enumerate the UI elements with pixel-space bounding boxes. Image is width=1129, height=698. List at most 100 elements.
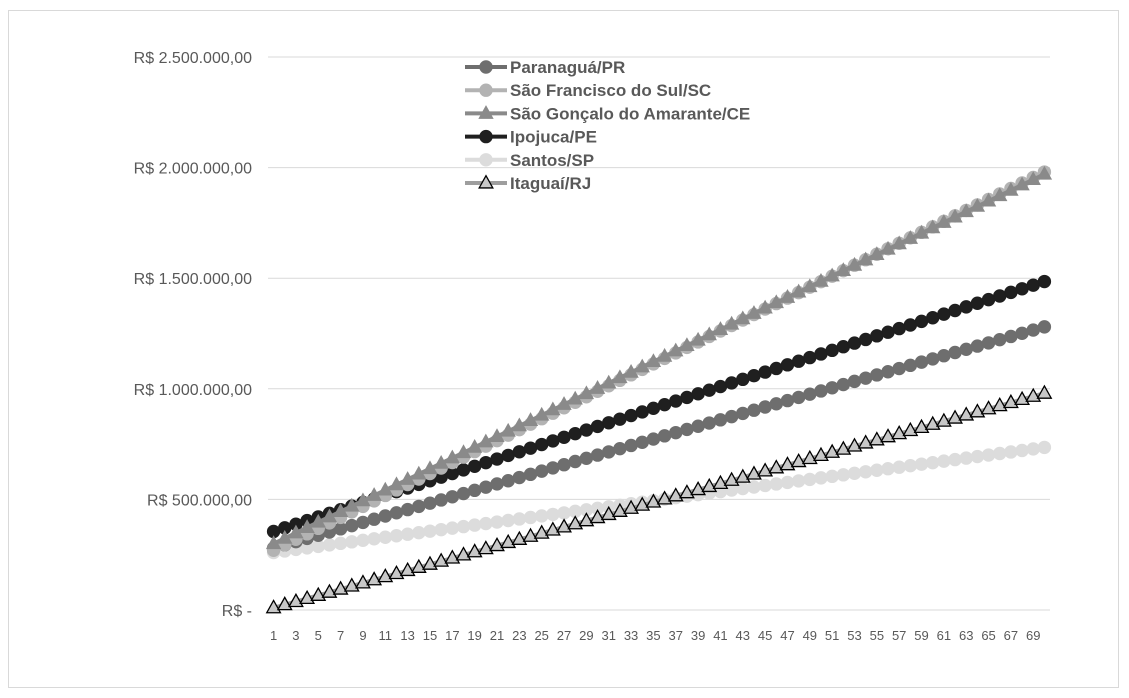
data-point [523,467,538,482]
data-point [489,536,505,552]
data-point [490,477,504,491]
data-point [456,486,471,501]
data-point [712,321,729,335]
data-point [747,403,761,417]
x-axis-labels: 1 3 5 7 9 11 13 15 17 19 21 23 25 27 29 31 33 35 37 39 41 43 4… [270,628,1041,643]
data-point [892,321,906,336]
legend-item: Itaguaí/RJ [465,174,591,193]
data-point [388,564,405,580]
data-point [758,400,772,414]
data-point [535,509,549,523]
data-point [422,460,438,475]
data-point [535,437,549,452]
data-point [803,387,817,401]
data-point [858,465,873,479]
data-point [646,401,661,416]
x-tick-label: 53 [847,628,861,643]
x-tick-label: 59 [914,628,928,643]
data-point [389,506,404,520]
data-point [757,462,774,477]
data-point [813,446,829,462]
data-point [992,187,1008,202]
x-tick-label: 67 [1004,628,1018,643]
data-point [1002,393,1019,409]
data-point [557,458,571,472]
data-point [388,476,405,491]
x-tick-label: 3 [292,628,299,643]
data-point [881,365,895,379]
x-tick-label: 41 [713,628,727,643]
data-point [948,452,962,467]
series [266,320,1052,555]
y-axis-labels: R$ - R$ 500.000,00 R$ 1.000.000,00 R$ 1.500… [134,50,252,620]
data-point [479,516,493,531]
data-point [835,440,852,455]
data-point [769,477,783,491]
data-point [444,549,461,564]
legend-label: Santos/SP [510,151,594,170]
data-point [500,533,517,549]
data-point [433,455,449,469]
data-point [568,426,582,441]
data-point [445,490,460,504]
data-point [768,294,784,309]
data-point [343,577,360,592]
data-point [948,345,962,360]
legend-item: Paranaguá/PR [465,58,625,77]
legend-label: Itaguaí/RJ [510,174,591,193]
data-point [1004,445,1018,459]
legend-item: São Francisco do Sul/SC [465,81,711,100]
x-tick-label: 49 [803,628,817,643]
data-point [723,471,740,486]
gridlines [268,56,1050,611]
data-point [779,456,796,471]
data-point [366,571,383,586]
data-point [903,358,918,373]
x-tick-label: 5 [315,628,322,643]
data-point [814,384,828,398]
data-point [981,336,996,350]
data-point [634,358,650,373]
data-point [412,525,426,540]
data-point [914,355,929,369]
data-point [613,441,627,456]
series-group [265,165,1053,614]
data-point [981,448,996,462]
data-point [299,519,315,534]
data-point [657,429,672,443]
data-point [600,505,617,521]
data-point [490,515,504,529]
data-point [567,390,583,405]
data-point [1026,323,1040,337]
data-point [1015,443,1029,458]
data-point [544,521,561,536]
data-point [768,459,785,474]
data-point [814,471,828,485]
data-point [713,413,728,427]
data-point [769,397,783,411]
data-point [399,561,416,577]
data-point [445,521,460,535]
data-point [747,369,761,383]
data-point [847,466,862,481]
y-tick-label: R$ 2.500.000,00 [134,50,252,67]
y-tick-label: R$ 500.000,00 [147,492,252,509]
data-point [645,493,662,508]
data-point [422,555,438,570]
data-point [377,481,393,496]
x-tick-label: 7 [337,628,344,643]
data-point [757,299,773,314]
data-point [713,379,728,394]
data-point [277,529,293,544]
data-point [870,329,884,343]
data-point [467,483,482,498]
data-point [902,421,919,437]
data-point [434,493,448,507]
data-point [579,451,594,466]
data-point [880,240,896,255]
data-point [969,198,986,212]
data-point [1003,181,1019,196]
data-point [870,463,884,477]
data-point [288,524,304,539]
data-point [903,458,918,473]
